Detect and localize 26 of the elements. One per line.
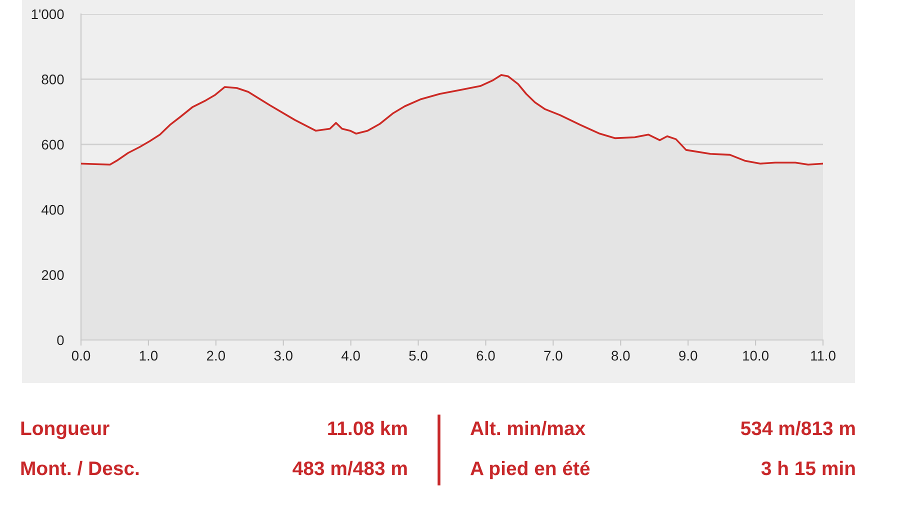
x-tick-label: 1.0 bbox=[140, 350, 158, 361]
x-tick-label: 0.0 bbox=[72, 350, 90, 361]
y-tick-label: 200 bbox=[42, 270, 64, 280]
x-tick-label: 10.0 bbox=[743, 350, 769, 361]
y-tick-label: 1'000 bbox=[32, 9, 64, 20]
text: A pied en été bbox=[470, 460, 590, 480]
text: Longueur bbox=[21, 422, 110, 440]
x-tick-label: 3.0 bbox=[274, 350, 292, 361]
y-tick-label: 600 bbox=[42, 140, 64, 150]
text: 11.08 km bbox=[328, 420, 407, 436]
y-tick-label: 400 bbox=[41, 204, 64, 215]
text: Alt. min/max bbox=[470, 420, 586, 436]
text: Mont. / Desc. bbox=[21, 460, 139, 476]
y-tick-label: 800 bbox=[42, 74, 64, 84]
x-tick-label: 9.0 bbox=[679, 350, 698, 361]
x-tick-label: 8.0 bbox=[612, 350, 630, 361]
x-tick-label: 2.0 bbox=[206, 350, 226, 361]
text: 483 m/483 m bbox=[292, 460, 407, 476]
text: 534 m/813 m bbox=[740, 420, 855, 436]
x-tick-label: 11.0 bbox=[811, 350, 836, 361]
x-tick-label: 4.0 bbox=[341, 350, 360, 361]
x-tick-label: 7.0 bbox=[544, 350, 562, 361]
text: 3 h 15 min bbox=[761, 460, 855, 476]
y-tick-label: 0 bbox=[57, 335, 64, 346]
x-tick-label: 6.0 bbox=[476, 350, 495, 361]
x-tick-label: 5.0 bbox=[409, 350, 428, 361]
